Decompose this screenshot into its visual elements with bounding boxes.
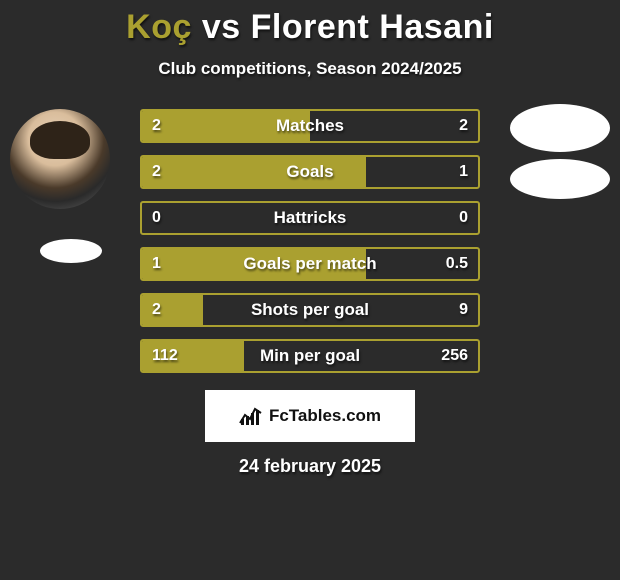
subtitle: Club competitions, Season 2024/2025 bbox=[0, 59, 620, 79]
vs-text: vs bbox=[202, 8, 241, 46]
stat-value-right: 0.5 bbox=[446, 249, 468, 279]
stat-value-left: 2 bbox=[152, 157, 161, 187]
date-text: 24 february 2025 bbox=[0, 456, 620, 477]
stat-value-right: 1 bbox=[459, 157, 468, 187]
stat-label: Min per goal bbox=[142, 341, 478, 371]
stat-value-left: 2 bbox=[152, 295, 161, 325]
stat-row: Shots per goal2 9 bbox=[140, 293, 480, 327]
stat-rows: Matches22Goals21Hattricks00Goals per mat… bbox=[140, 109, 480, 385]
player1-avatar bbox=[10, 109, 110, 209]
stat-value-right: 2 bbox=[459, 111, 468, 141]
stat-row: Goals per match1 0.5 bbox=[140, 247, 480, 281]
stat-value-left: 0 bbox=[152, 203, 161, 233]
stat-label: Hattricks bbox=[142, 203, 478, 233]
player2-badge bbox=[510, 159, 610, 199]
page-title: Koç vs Florent Hasani bbox=[0, 0, 620, 47]
brand-box: FcTables.com bbox=[205, 390, 415, 442]
player2-name: Florent Hasani bbox=[251, 8, 494, 46]
stat-label: Goals bbox=[142, 157, 478, 187]
stat-value-left: 1 bbox=[152, 249, 161, 279]
player1-badge bbox=[40, 239, 102, 263]
stat-value-left: 2 bbox=[152, 111, 161, 141]
stat-label: Shots per goal bbox=[142, 295, 478, 325]
brand-chart-icon bbox=[239, 405, 263, 427]
stat-row: Hattricks0 0 bbox=[140, 201, 480, 235]
stat-label: Matches bbox=[142, 111, 478, 141]
stat-value-right: 256 bbox=[441, 341, 468, 371]
stat-value-right: 0 bbox=[459, 203, 468, 233]
stat-label: Goals per match bbox=[142, 249, 478, 279]
player2-avatar bbox=[510, 104, 610, 152]
stat-row: Goals2 1 bbox=[140, 155, 480, 189]
brand-text: FcTables.com bbox=[269, 406, 381, 426]
player1-name: Koç bbox=[126, 8, 192, 46]
stat-value-right: 9 bbox=[459, 295, 468, 325]
stat-row: Matches2 2 bbox=[140, 109, 480, 143]
stat-row: Min per goal112 256 bbox=[140, 339, 480, 373]
stat-value-left: 112 bbox=[152, 341, 178, 371]
